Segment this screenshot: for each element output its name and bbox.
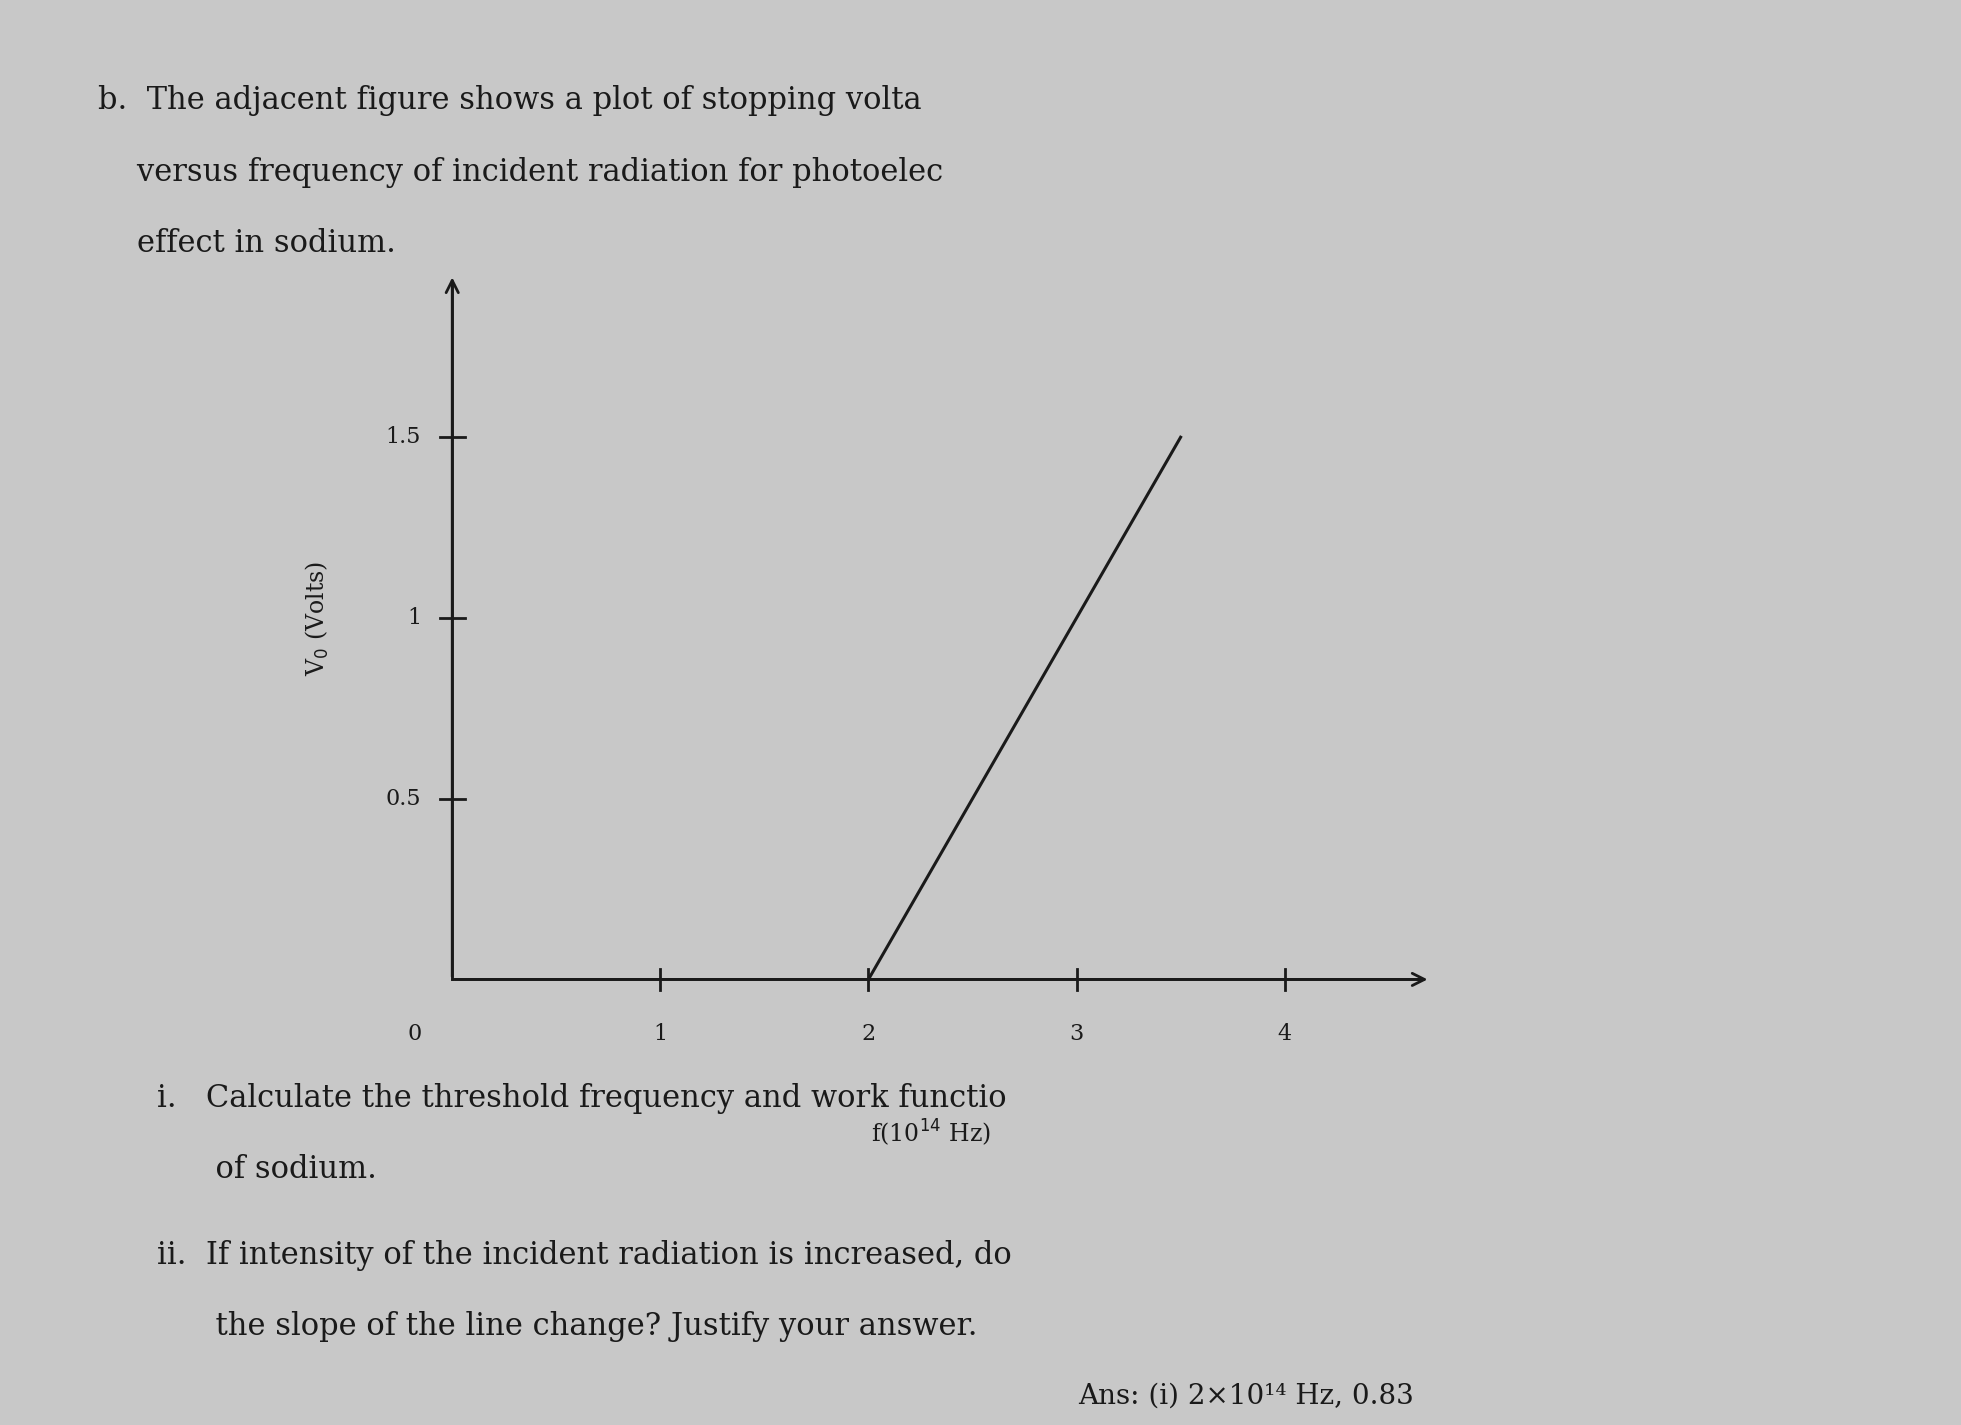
Text: effect in sodium.: effect in sodium. [98, 228, 396, 259]
Text: 2: 2 [861, 1023, 875, 1045]
Text: of sodium.: of sodium. [157, 1154, 377, 1186]
Text: ii.  If intensity of the incident radiation is increased, do: ii. If intensity of the incident radiati… [157, 1240, 1012, 1271]
Text: f(10$^{14}$ Hz): f(10$^{14}$ Hz) [871, 1117, 990, 1147]
Text: V$_0$ (Volts): V$_0$ (Volts) [304, 560, 331, 675]
Text: b.  The adjacent figure shows a plot of stopping volta: b. The adjacent figure shows a plot of s… [98, 86, 922, 117]
Text: 4: 4 [1279, 1023, 1292, 1045]
Text: Ans: (i) 2×10¹⁴ Hz, 0.83: Ans: (i) 2×10¹⁴ Hz, 0.83 [1079, 1382, 1414, 1409]
Text: 1: 1 [406, 607, 422, 628]
Text: 3: 3 [1069, 1023, 1084, 1045]
Text: 1.5: 1.5 [386, 426, 422, 449]
Text: versus frequency of incident radiation for photoelec: versus frequency of incident radiation f… [98, 157, 943, 188]
Text: i.   Calculate the threshold frequency and work functio: i. Calculate the threshold frequency and… [157, 1083, 1006, 1114]
Text: 0.5: 0.5 [386, 788, 422, 809]
Text: 1: 1 [653, 1023, 667, 1045]
Text: the slope of the line change? Justify your answer.: the slope of the line change? Justify yo… [157, 1311, 977, 1342]
Text: 0: 0 [408, 1023, 422, 1045]
